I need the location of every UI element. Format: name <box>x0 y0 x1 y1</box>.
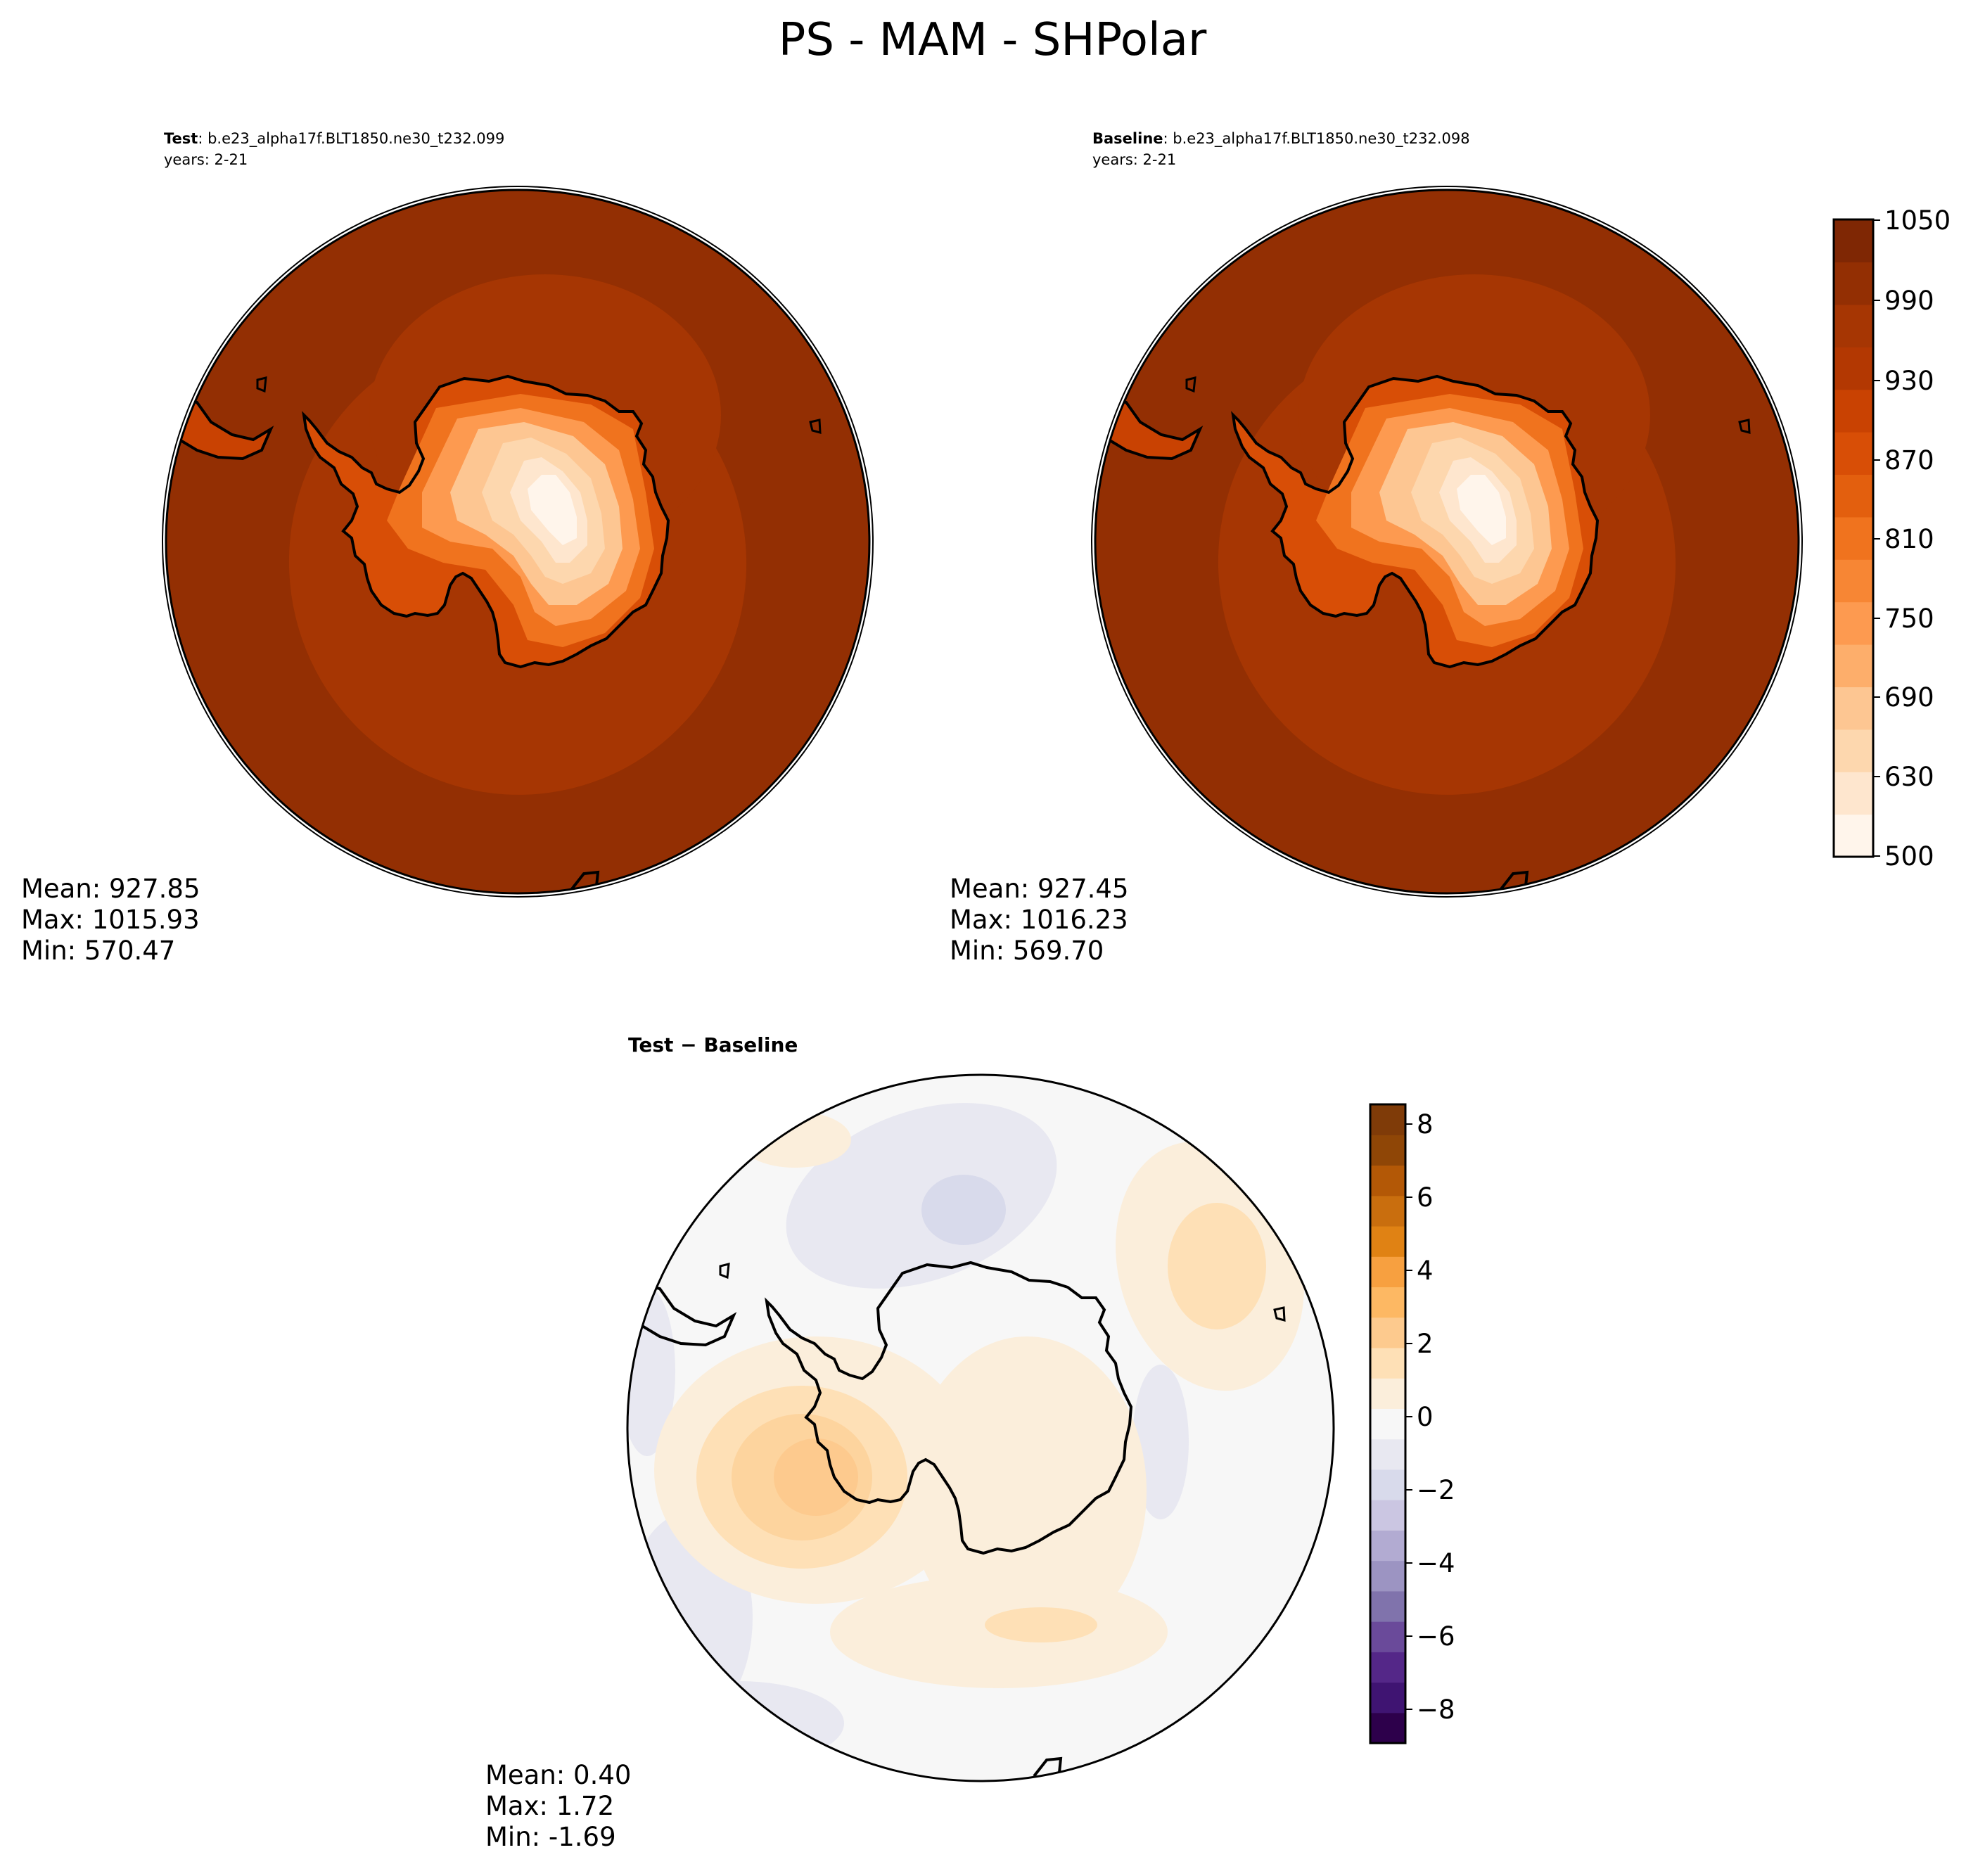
diff-colorbar-swatch-13 <box>1370 1317 1405 1348</box>
diff-colorbar-tick-label: −2 <box>1417 1475 1455 1505</box>
diff-colorbar-swatch-0 <box>1370 1712 1405 1744</box>
main-colorbar-swatch-2 <box>1834 729 1873 772</box>
main-colorbar-swatch-1 <box>1834 772 1873 815</box>
main-colorbar-tick-label: 750 <box>1884 604 1934 634</box>
main-colorbar-tick-label: 810 <box>1884 524 1934 554</box>
baseline-stat-min: Min: 569.70 <box>950 936 1104 966</box>
main-colorbar-swatch-8 <box>1834 474 1873 518</box>
diff-stat-mean: Mean: 0.40 <box>485 1760 631 1790</box>
diff-colorbar-swatch-1 <box>1370 1682 1405 1714</box>
diff-colorbar-swatch-12 <box>1370 1347 1405 1379</box>
baseline-panel-title: Baseline: b.e23_alpha17f.BLT1850.ne30_t2… <box>1092 130 1470 148</box>
diff-colorbar-tick-label: 2 <box>1417 1329 1434 1359</box>
main-colorbar-swatch-9 <box>1834 432 1873 475</box>
difference-panel-title: Test − Baseline <box>628 1033 798 1057</box>
diff-colorbar-tick-label: 6 <box>1417 1182 1434 1213</box>
diff-colorbar-swatch-16 <box>1370 1225 1405 1257</box>
main-colorbar-swatch-10 <box>1834 389 1873 433</box>
test-years: years: 2-21 <box>164 151 248 168</box>
diff-colorbar-tick-label: 0 <box>1417 1402 1434 1432</box>
diff-stat-max: Max: 1.72 <box>485 1791 614 1821</box>
main-colorbar-swatch-7 <box>1834 516 1873 560</box>
main-colorbar-swatch-13 <box>1834 262 1873 305</box>
diff-colorbar-swatch-8 <box>1370 1469 1405 1500</box>
main-colorbar-swatch-14 <box>1834 219 1873 262</box>
diff-colorbar-swatch-5 <box>1370 1560 1405 1592</box>
test-case-name: : b.e23_alpha17f.BLT1850.ne30_t232.099 <box>198 130 504 148</box>
main-colorbar-swatch-3 <box>1834 687 1873 730</box>
diff-colorbar-swatch-10 <box>1370 1408 1405 1440</box>
main-colorbar-swatch-0 <box>1834 814 1873 857</box>
baseline-label: Baseline <box>1092 130 1163 147</box>
diff-colorbar-tick-label: 4 <box>1417 1256 1434 1286</box>
test-panel-title: Test: b.e23_alpha17f.BLT1850.ne30_t232.0… <box>164 130 504 148</box>
figure-title: PS - MAM - SHPolar <box>779 14 1207 66</box>
diff-colorbar-swatch-7 <box>1370 1500 1405 1531</box>
main-colorbar-swatch-6 <box>1834 559 1873 603</box>
test-stat-max: Max: 1015.93 <box>21 905 200 935</box>
diff-colorbar-swatch-3 <box>1370 1621 1405 1652</box>
main-colorbar-tick-label: 690 <box>1884 682 1934 713</box>
diff-colorbar-tick-label: −4 <box>1417 1548 1455 1578</box>
diff-colorbar-swatch-17 <box>1370 1195 1405 1227</box>
test-stat-mean: Mean: 927.85 <box>21 874 200 904</box>
diff-colorbar-swatch-6 <box>1370 1530 1405 1562</box>
diff-colorbar-tick-label: −6 <box>1417 1621 1455 1652</box>
diff-colorbar-swatch-15 <box>1370 1256 1405 1288</box>
diff-colorbar-swatch-18 <box>1370 1165 1405 1197</box>
diff-colorbar-swatch-9 <box>1370 1438 1405 1470</box>
main-colorbar-tick-label: 630 <box>1884 762 1934 792</box>
main-colorbar-swatch-11 <box>1834 347 1873 390</box>
test-stat-min: Min: 570.47 <box>21 936 175 966</box>
diff-colorbar-swatch-14 <box>1370 1287 1405 1318</box>
main-colorbar-tick-label: 990 <box>1884 286 1934 316</box>
baseline-stat-mean: Mean: 927.45 <box>950 874 1129 904</box>
diff-colorbar: 8 6 4 2 0 −2 −4 −6 −8 <box>1369 1103 1455 1744</box>
main-colorbar-tick-label: 930 <box>1884 366 1934 396</box>
baseline-case-name: : b.e23_alpha17f.BLT1850.ne30_t232.098 <box>1163 130 1470 148</box>
baseline-years: years: 2-21 <box>1092 151 1176 168</box>
diff-colorbar-swatch-11 <box>1370 1378 1405 1409</box>
diff-colorbar-swatch-4 <box>1370 1590 1405 1622</box>
test-panel: Test: b.e23_alpha17f.BLT1850.ne30_t232.0… <box>21 130 874 966</box>
main-colorbar-swatch-4 <box>1834 644 1873 687</box>
baseline-stat-max: Max: 1016.23 <box>950 905 1128 935</box>
main-colorbar-tick-label: 870 <box>1884 445 1934 476</box>
diff-colorbar-swatch-19 <box>1370 1135 1405 1166</box>
diff-colorbar-tick-label: −8 <box>1417 1695 1455 1725</box>
main-colorbar-swatch-12 <box>1834 304 1873 347</box>
main-colorbar: 1050 990 930 870 810 750 690 630 500 <box>1832 205 1951 872</box>
test-map <box>166 190 869 893</box>
test-label: Test <box>164 130 198 147</box>
baseline-map <box>1095 190 1799 893</box>
diff-colorbar-swatch-20 <box>1370 1104 1405 1135</box>
main-colorbar-tick-label: 1050 <box>1884 205 1951 236</box>
diff-colorbar-frame <box>1369 1103 1407 1744</box>
diff-colorbar-tick-label: 8 <box>1417 1109 1434 1140</box>
difference-panel: Test − Baseline <box>485 1033 1335 1852</box>
baseline-panel: Baseline: b.e23_alpha17f.BLT1850.ne30_t2… <box>950 130 1803 966</box>
main-colorbar-tick-label: 500 <box>1884 841 1934 872</box>
diff-stat-min: Min: -1.69 <box>485 1822 616 1852</box>
main-colorbar-swatch-5 <box>1834 601 1873 645</box>
diff-colorbar-swatch-2 <box>1370 1652 1405 1683</box>
